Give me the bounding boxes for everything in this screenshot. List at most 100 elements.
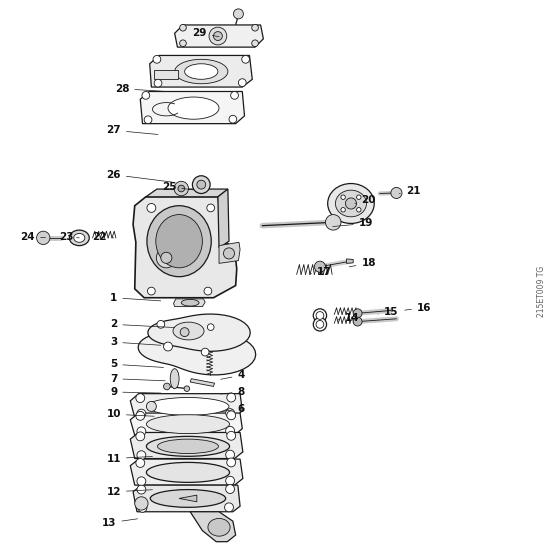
Text: 26: 26 <box>106 170 172 182</box>
Polygon shape <box>148 314 250 351</box>
Text: 17: 17 <box>309 267 332 277</box>
Circle shape <box>161 252 172 263</box>
Circle shape <box>227 431 236 440</box>
Circle shape <box>137 409 146 418</box>
Circle shape <box>223 248 235 259</box>
Circle shape <box>193 176 210 194</box>
Polygon shape <box>130 432 243 459</box>
Text: 1: 1 <box>110 293 161 303</box>
Ellipse shape <box>175 59 228 84</box>
Ellipse shape <box>146 415 230 433</box>
Circle shape <box>184 386 190 391</box>
Circle shape <box>227 411 236 420</box>
Circle shape <box>136 394 144 403</box>
Ellipse shape <box>156 214 202 268</box>
Circle shape <box>341 208 346 212</box>
Circle shape <box>213 31 222 40</box>
Circle shape <box>231 91 239 99</box>
Circle shape <box>226 476 235 485</box>
Polygon shape <box>130 413 242 435</box>
Text: 13: 13 <box>102 518 138 528</box>
Text: 19: 19 <box>333 218 373 228</box>
Circle shape <box>142 91 150 99</box>
Circle shape <box>180 25 186 31</box>
Circle shape <box>234 9 244 19</box>
Circle shape <box>357 195 361 199</box>
Circle shape <box>136 412 144 420</box>
Text: 215ET009 TG: 215ET009 TG <box>537 265 546 317</box>
Circle shape <box>353 317 362 326</box>
Ellipse shape <box>170 368 179 389</box>
Text: 18: 18 <box>349 258 376 268</box>
Text: 22: 22 <box>92 232 114 242</box>
Ellipse shape <box>69 230 89 246</box>
Text: 25: 25 <box>162 182 193 192</box>
Circle shape <box>137 477 146 486</box>
Text: 24: 24 <box>20 232 45 242</box>
Circle shape <box>316 320 324 328</box>
Circle shape <box>391 188 402 198</box>
Text: 15: 15 <box>378 307 398 317</box>
Circle shape <box>209 27 227 45</box>
Circle shape <box>226 409 235 418</box>
Circle shape <box>164 383 170 390</box>
Text: 6: 6 <box>222 404 245 414</box>
Circle shape <box>357 208 361 212</box>
Circle shape <box>147 287 155 295</box>
Circle shape <box>36 231 50 245</box>
Text: 2: 2 <box>110 319 175 329</box>
Circle shape <box>252 40 258 46</box>
Circle shape <box>138 503 147 512</box>
Text: 29: 29 <box>193 28 219 38</box>
Circle shape <box>242 55 250 63</box>
Circle shape <box>136 459 144 468</box>
Polygon shape <box>218 189 229 248</box>
Polygon shape <box>133 197 237 298</box>
Circle shape <box>226 450 235 459</box>
Text: 23: 23 <box>59 232 80 242</box>
Polygon shape <box>190 512 236 542</box>
Polygon shape <box>347 259 353 263</box>
Polygon shape <box>179 495 197 502</box>
Polygon shape <box>130 394 242 418</box>
Circle shape <box>229 115 237 123</box>
Circle shape <box>201 348 209 356</box>
Circle shape <box>147 203 156 212</box>
Polygon shape <box>150 55 252 87</box>
Text: 20: 20 <box>355 195 376 204</box>
Circle shape <box>313 318 326 331</box>
Ellipse shape <box>147 398 229 416</box>
Circle shape <box>239 79 246 86</box>
Circle shape <box>180 328 189 337</box>
Circle shape <box>227 393 236 402</box>
Circle shape <box>316 311 324 319</box>
Polygon shape <box>190 379 214 386</box>
Circle shape <box>137 427 146 436</box>
Circle shape <box>225 503 234 512</box>
Circle shape <box>313 309 326 322</box>
Text: 8: 8 <box>221 387 245 397</box>
Text: 21: 21 <box>399 186 421 197</box>
Circle shape <box>157 320 165 328</box>
Circle shape <box>353 309 362 318</box>
Ellipse shape <box>168 97 219 119</box>
Circle shape <box>153 55 161 63</box>
Text: 11: 11 <box>106 454 152 464</box>
Ellipse shape <box>147 206 211 277</box>
Text: 12: 12 <box>106 487 152 497</box>
Text: 16: 16 <box>405 303 431 312</box>
Circle shape <box>204 287 212 295</box>
Polygon shape <box>133 485 240 512</box>
Circle shape <box>154 80 162 87</box>
Polygon shape <box>174 299 205 307</box>
Polygon shape <box>130 459 243 485</box>
Ellipse shape <box>146 463 230 482</box>
Text: 14: 14 <box>337 312 360 323</box>
Text: 3: 3 <box>110 337 161 347</box>
Ellipse shape <box>181 300 199 306</box>
Circle shape <box>174 181 189 196</box>
Circle shape <box>164 342 172 351</box>
Text: 28: 28 <box>115 83 164 94</box>
Circle shape <box>144 116 152 124</box>
Circle shape <box>341 195 346 199</box>
